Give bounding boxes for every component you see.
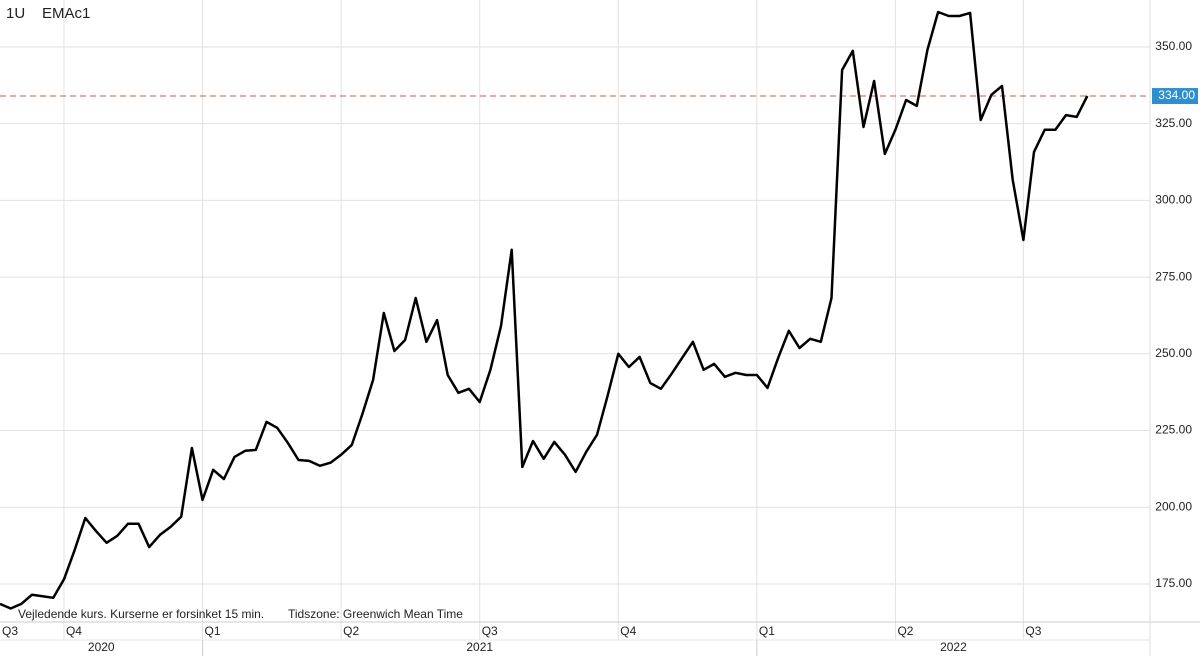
year-label: 2020 xyxy=(88,640,115,654)
y-tick-label: 250.00 xyxy=(1155,346,1192,360)
y-tick-label: 200.00 xyxy=(1155,499,1192,513)
x-tick-label: Q3 xyxy=(2,624,18,638)
x-tick-label: Q1 xyxy=(759,624,775,638)
x-tick-label: Q2 xyxy=(897,624,913,638)
y-tick-label: 275.00 xyxy=(1155,269,1192,283)
last-price-box xyxy=(1152,88,1198,105)
y-tick-label: 225.00 xyxy=(1155,423,1192,437)
x-tick-label: Q4 xyxy=(620,624,636,638)
x-tick-label: Q1 xyxy=(205,624,221,638)
note: Vejledende kurs. Kurserne er forsinket 1… xyxy=(18,607,264,621)
y-tick-label: 325.00 xyxy=(1155,116,1192,130)
last-price-label: 334.00 xyxy=(1158,88,1195,102)
interval: 1U xyxy=(6,5,25,22)
y-tick-label: 300.00 xyxy=(1155,193,1192,207)
year-label: 2022 xyxy=(940,640,967,654)
x-tick-label: Q3 xyxy=(1025,624,1041,638)
x-tick-label: Q2 xyxy=(343,624,359,638)
price-line xyxy=(0,10,1089,610)
y-tick-label: 350.00 xyxy=(1155,39,1192,53)
chart-title: EMAc1 xyxy=(42,5,90,22)
x-tick-label: Q4 xyxy=(66,624,82,638)
x-tick-label: Q3 xyxy=(482,624,498,638)
timezone: Tidszone: Greenwich Mean Time xyxy=(288,607,463,621)
y-tick-label: 175.00 xyxy=(1155,576,1192,590)
year-label: 2021 xyxy=(466,640,493,654)
